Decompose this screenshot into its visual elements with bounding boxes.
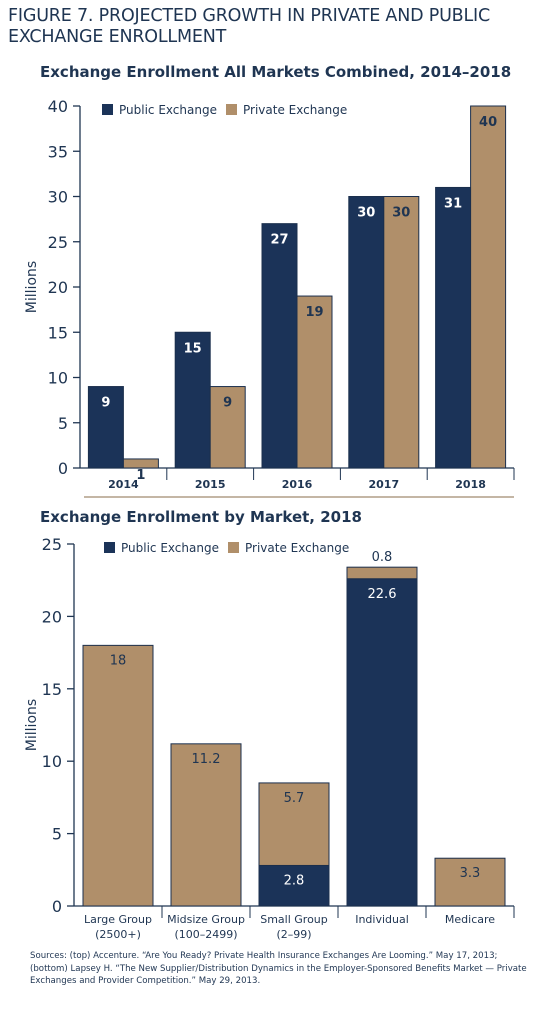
chart-1-title: Exchange Enrollment All Markets Combined… bbox=[40, 63, 512, 81]
x-tick-label: Small Group bbox=[260, 913, 328, 926]
y-tick-label: 10 bbox=[48, 369, 68, 388]
chart-1-enrollment-all-markets: 0 5 10 15 20 25 30 35 40 Millions 2014 9 1 2015 15 9 201… bbox=[24, 97, 515, 491]
bar-private bbox=[470, 105, 507, 469]
sources-line-3: Exchanges and Provider Competition.” May… bbox=[30, 976, 261, 986]
x-tick-label: Midsize Group bbox=[167, 913, 245, 926]
bar-value-label: 15 bbox=[184, 341, 202, 356]
bar-value-label: 27 bbox=[270, 233, 288, 248]
bar-value-label: 2.8 bbox=[284, 873, 305, 888]
y-tick-label: 5 bbox=[58, 414, 68, 433]
legend-swatch-public bbox=[104, 542, 115, 553]
legend-label: Private Exchange bbox=[243, 103, 347, 117]
bar-private bbox=[296, 295, 333, 469]
bar-private bbox=[258, 782, 330, 866]
y-tick-label: 25 bbox=[48, 233, 68, 252]
x-tick-label: Large Group bbox=[84, 913, 152, 926]
y-tick-label: 10 bbox=[42, 752, 62, 771]
bar-value-label: 0.8 bbox=[372, 550, 393, 565]
figure-title-line-1: FIGURE 7. PROJECTED GROWTH IN PRIVATE AN… bbox=[8, 6, 491, 26]
bar-value-label: 1 bbox=[136, 468, 145, 483]
y-tick-label: 0 bbox=[58, 459, 68, 478]
x-tick-label: (100–2499) bbox=[174, 928, 237, 941]
legend-swatch-private bbox=[228, 542, 239, 553]
sources-line-1: Sources: (top) Accenture. “Are You Ready… bbox=[30, 951, 498, 961]
y-axis-label: Millions bbox=[24, 699, 40, 751]
chart-2-enrollment-by-market: 0 5 10 15 20 25 Millions Large Group (2500+) 18 Mi… bbox=[24, 535, 515, 941]
x-tick-label: (2–99) bbox=[276, 928, 311, 941]
legend-label: Public Exchange bbox=[121, 541, 219, 555]
bar-value-label: 30 bbox=[392, 206, 410, 221]
x-tick-label: Medicare bbox=[445, 913, 495, 926]
y-tick-label: 40 bbox=[48, 97, 68, 116]
legend-label: Public Exchange bbox=[119, 103, 217, 117]
bar-value-label: 5.7 bbox=[284, 791, 305, 806]
x-tick-label: 2018 bbox=[455, 478, 486, 491]
y-axis-label: Millions bbox=[24, 261, 40, 313]
bar-private bbox=[209, 386, 246, 469]
x-tick-label: Individual bbox=[355, 913, 409, 926]
sources-note: Sources: (top) Accenture. “Are You Ready… bbox=[30, 950, 530, 988]
bar-public bbox=[346, 578, 418, 907]
legend-label: Private Exchange bbox=[245, 541, 349, 555]
y-tick-label: 0 bbox=[52, 897, 62, 916]
legend-swatch-private bbox=[226, 104, 237, 115]
bar-public bbox=[261, 223, 298, 469]
bar-value-label: 18 bbox=[110, 653, 127, 668]
chart-divider bbox=[84, 496, 514, 498]
sources-line-2: (bottom) Lapsey H. “The New Supplier/Dis… bbox=[30, 963, 527, 974]
bar-private bbox=[383, 196, 420, 469]
bar-private bbox=[434, 857, 506, 907]
x-tick-label: (2500+) bbox=[95, 928, 141, 941]
bar-value-label: 11.2 bbox=[192, 752, 221, 767]
bar-public bbox=[435, 186, 472, 469]
bar-private bbox=[82, 644, 154, 907]
bar-value-label: 31 bbox=[444, 196, 462, 211]
bar-public bbox=[174, 331, 211, 469]
x-tick-label: 2014 bbox=[108, 478, 139, 491]
bar-value-label: 3.3 bbox=[460, 866, 481, 881]
bar-value-label: 19 bbox=[305, 305, 323, 320]
bar-value-label: 30 bbox=[357, 206, 375, 221]
y-tick-label: 35 bbox=[48, 142, 68, 161]
bar-private bbox=[170, 743, 242, 907]
bar-value-label: 9 bbox=[223, 396, 232, 411]
legend-swatch-public bbox=[102, 104, 113, 115]
chart-2-title: Exchange Enrollment by Market, 2018 bbox=[40, 508, 362, 526]
bar-public bbox=[348, 196, 385, 469]
y-tick-label: 25 bbox=[42, 535, 62, 554]
figure-title: FIGURE 7. PROJECTED GROWTH IN PRIVATE AN… bbox=[8, 6, 528, 48]
y-tick-label: 15 bbox=[42, 680, 62, 699]
figure-title-line-2: EXCHANGE ENROLLMENT bbox=[8, 27, 227, 47]
bar-private bbox=[346, 566, 418, 580]
y-tick-label: 30 bbox=[48, 188, 68, 207]
y-tick-label: 15 bbox=[48, 323, 68, 342]
bar-public bbox=[87, 386, 124, 469]
y-tick-label: 20 bbox=[48, 278, 68, 297]
bar-value-label: 22.6 bbox=[368, 587, 397, 602]
x-tick-label: 2016 bbox=[282, 478, 313, 491]
bar-value-label: 9 bbox=[101, 396, 110, 411]
x-tick-label: 2017 bbox=[368, 478, 399, 491]
bar-value-label: 40 bbox=[479, 115, 497, 130]
y-tick-label: 5 bbox=[52, 825, 62, 844]
x-tick-label: 2015 bbox=[195, 478, 226, 491]
y-tick-label: 20 bbox=[42, 607, 62, 626]
bar-private bbox=[122, 458, 159, 469]
